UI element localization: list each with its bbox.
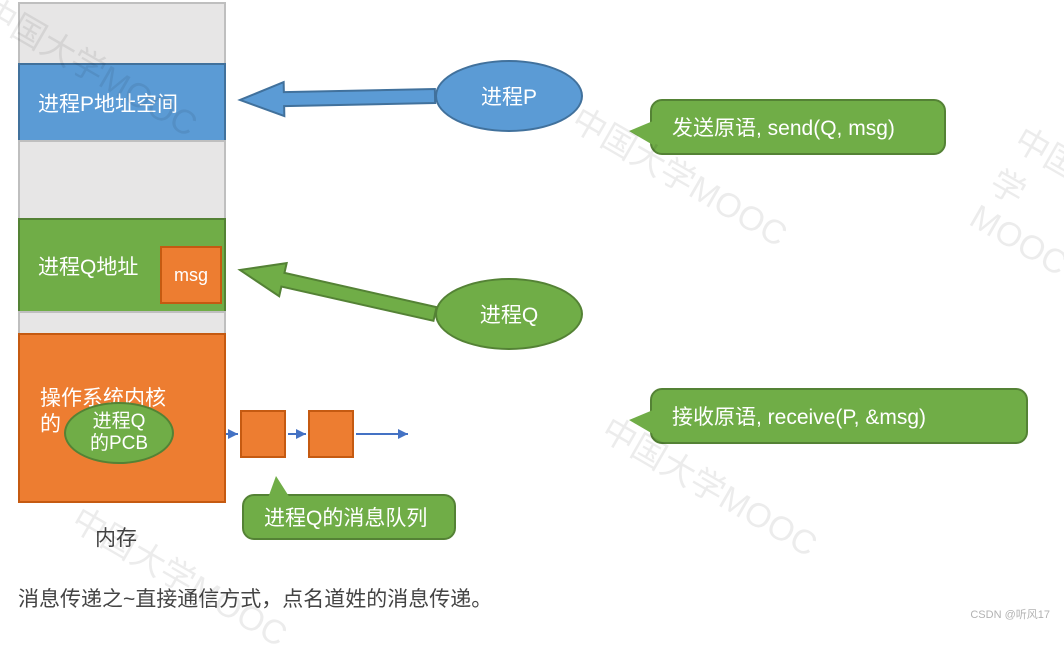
msg-box: msg [160,246,222,304]
credit-text: CSDN @听风17 [970,606,1050,622]
memory-label: 内存 [95,522,137,552]
memory-block-4 [18,311,226,335]
process-p-ellipse: 进程P [435,60,583,132]
memory-block-1: 进程P地址空间 [18,63,226,142]
callout-tail-icon [629,410,653,434]
pcb-line2: 的PCB [90,433,148,454]
queue-callout: 进程Q的消息队列 [242,494,456,540]
send-callout: 发送原语, send(Q, msg) [650,99,946,155]
msg-box-label: msg [174,265,208,286]
queue-callout-label: 进程Q的消息队列 [264,502,427,532]
process-p-label: 进程P [481,81,537,111]
callout-tail-icon [268,476,290,498]
send-callout-label: 发送原语, send(Q, msg) [672,112,895,142]
memory-block-label: 进程Q地址 [38,251,138,281]
memory-label-text: 内存 [95,527,137,550]
bottom-caption: 消息传递之~直接通信方式，点名道姓的消息传递。 [18,583,492,613]
queue-msg-box-0 [240,410,286,458]
credit-text-span: CSDN @听风17 [970,609,1050,621]
memory-block-0 [18,2,226,65]
process-q-ellipse: 进程Q [435,278,583,350]
callout-tail-icon [629,121,653,145]
receive-callout-label: 接收原语, receive(P, &msg) [672,401,926,431]
bottom-caption-text: 消息传递之~直接通信方式，点名道姓的消息传递。 [18,588,492,611]
pcb-ellipse: 进程Q 的PCB [64,402,174,464]
queue-msg-box-1 [308,410,354,458]
memory-block-2 [18,140,226,220]
process-q-label: 进程Q [480,299,538,329]
pcb-line1: 进程Q [93,411,146,432]
receive-callout: 接收原语, receive(P, &msg) [650,388,1028,444]
memory-block-label: 进程P地址空间 [38,88,178,118]
